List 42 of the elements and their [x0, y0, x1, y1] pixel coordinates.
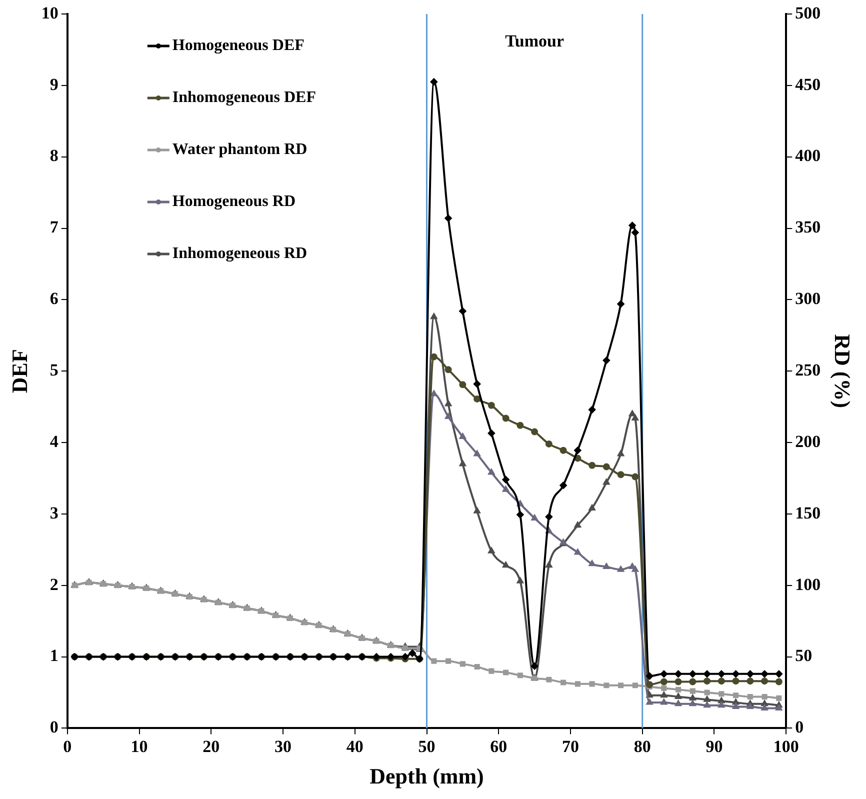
y2-tick-label: 300	[795, 289, 821, 308]
y2-tick-label: 400	[795, 146, 821, 166]
x-tick-label: 20	[202, 736, 220, 756]
x-tick-label: 70	[562, 736, 579, 756]
y2-tick-label: 450	[795, 74, 821, 94]
y-tick-label: 4	[50, 432, 59, 451]
legend-label: Homogeneous DEF	[172, 37, 305, 54]
y-tick-label: 3	[50, 503, 58, 522]
x-tick-label: 80	[634, 736, 651, 756]
y2-axis-title: RD (%)	[830, 334, 856, 408]
annotation: Tumour	[505, 31, 564, 50]
y2-tick-label: 350	[795, 218, 821, 237]
x-tick-label: 10	[130, 736, 148, 756]
x-tick-label: 50	[418, 736, 436, 756]
x-tick-label: 90	[706, 736, 723, 756]
legend-label: Water phantom RD	[172, 141, 308, 158]
y2-tick-label: 100	[795, 574, 821, 594]
y-tick-label: 6	[50, 289, 58, 308]
legend-label: Homogeneous RD	[172, 193, 296, 210]
y-tick-label: 2	[50, 574, 58, 594]
legend-label: Inhomogeneous RD	[172, 245, 308, 262]
y-tick-label: 1	[50, 646, 58, 666]
y-tick-label: 0	[50, 718, 58, 737]
y2-tick-label: 500	[795, 3, 821, 22]
y2-tick-label: 50	[795, 646, 812, 666]
y2-tick-label: 250	[795, 360, 821, 380]
y2-tick-label: 0	[795, 718, 804, 737]
x-axis-title: Depth (mm)	[370, 763, 484, 788]
legend-label: Inhomogeneous DEF	[172, 89, 316, 106]
x-tick-label: 100	[773, 736, 799, 756]
x-tick-label: 30	[274, 736, 292, 756]
y-axis-title: DEF	[6, 349, 32, 394]
y-tick-label: 10	[41, 3, 58, 22]
y-tick-label: 7	[50, 218, 59, 237]
x-tick-label: 0	[63, 736, 72, 756]
y2-tick-label: 200	[795, 432, 821, 451]
y-tick-label: 8	[50, 146, 58, 166]
x-tick-label: 40	[346, 736, 364, 756]
y2-tick-label: 150	[795, 503, 821, 522]
y-tick-label: 9	[50, 74, 58, 94]
y-tick-label: 5	[50, 360, 58, 380]
x-tick-label: 60	[490, 736, 508, 756]
